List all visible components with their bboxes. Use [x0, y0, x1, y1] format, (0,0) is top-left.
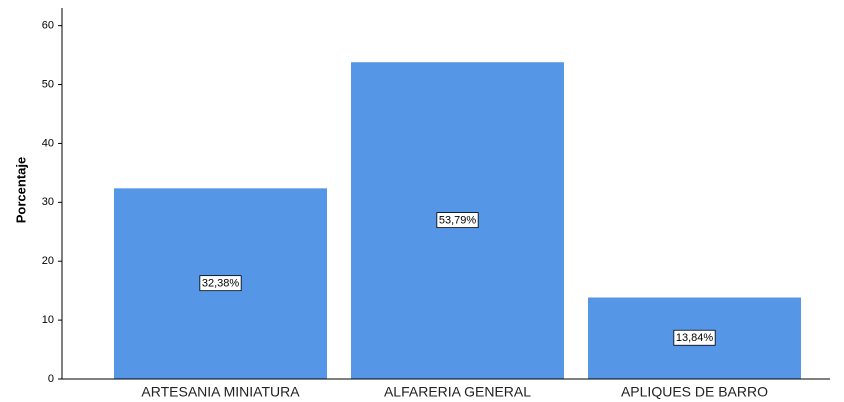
y-tick-label: 30: [42, 196, 54, 208]
y-tick-label: 40: [42, 137, 54, 149]
x-tick-label: APLIQUES DE BARRO: [621, 384, 768, 400]
value-label-box: [199, 275, 242, 292]
value-label: 53,79%: [439, 215, 477, 227]
value-label-box: [436, 212, 479, 229]
x-tick-label: ALFARERIA GENERAL: [384, 384, 531, 400]
y-tick-label: 50: [42, 78, 54, 90]
y-tick-label: 20: [42, 255, 54, 267]
x-tick-label: ARTESANIA MINIATURA: [141, 384, 300, 400]
y-tick-label: 0: [48, 373, 54, 385]
y-tick-label: 60: [42, 20, 54, 32]
y-tick-label: 10: [42, 314, 54, 326]
value-label-box: [673, 329, 716, 346]
value-label: 13,84%: [676, 332, 714, 344]
y-axis-label: Porcentaje: [13, 157, 28, 223]
value-label: 32,38%: [202, 278, 240, 290]
